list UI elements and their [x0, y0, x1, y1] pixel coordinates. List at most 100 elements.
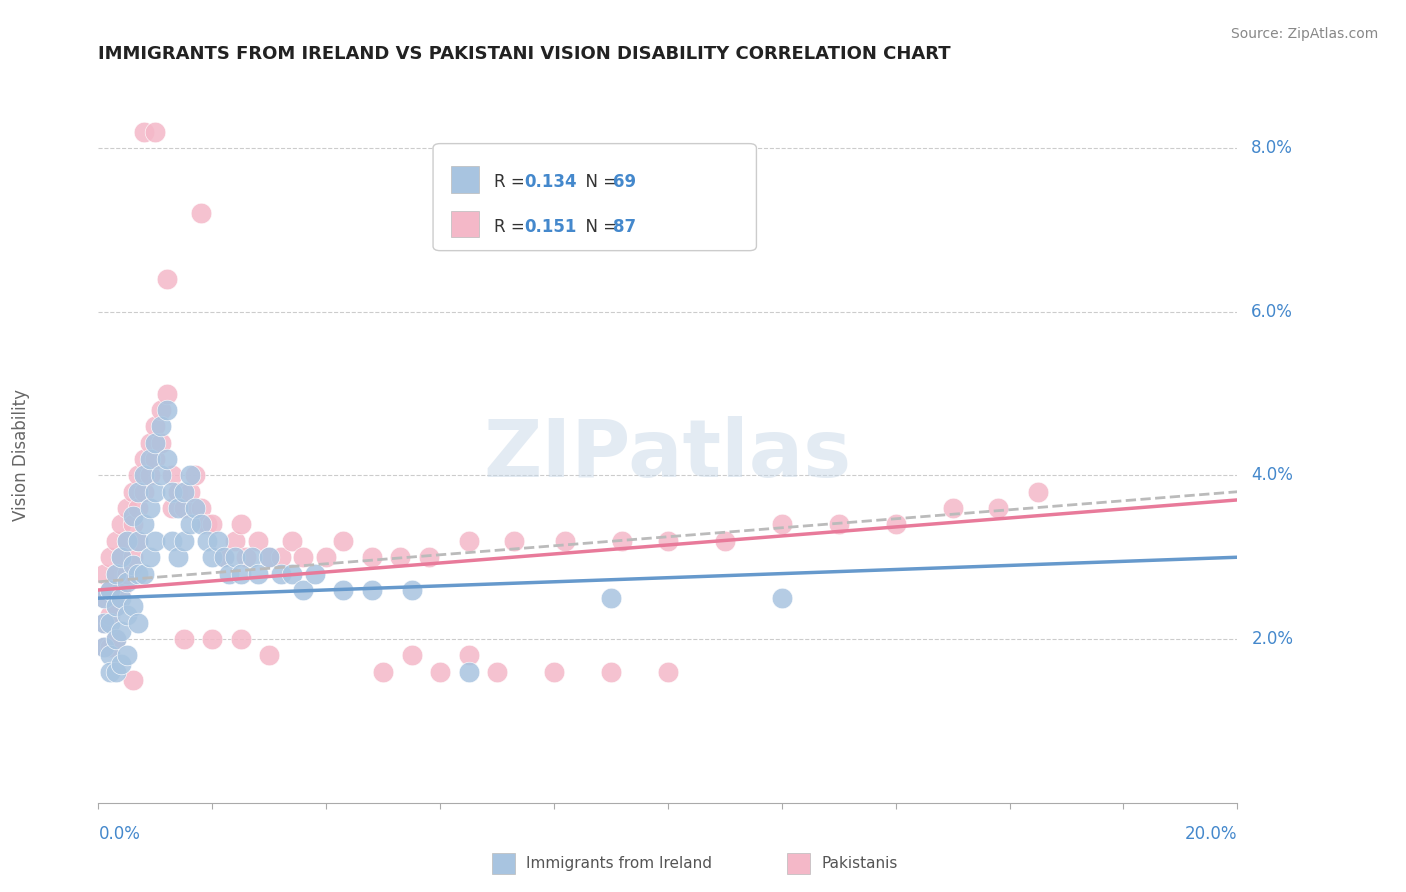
Point [121, 484, 143, 499]
Point [987, 501, 1010, 516]
Point [104, 599, 127, 614]
Point [503, 533, 526, 548]
Point [259, 550, 281, 565]
Point [360, 582, 382, 597]
Point [127, 533, 149, 548]
Text: R =: R = [494, 173, 530, 192]
Point [212, 550, 235, 565]
Point [184, 468, 207, 483]
Point [292, 582, 315, 597]
Point [770, 591, 793, 606]
Point [121, 599, 143, 614]
Point [93, 591, 115, 606]
Point [195, 517, 218, 532]
Point [121, 517, 143, 532]
Point [259, 648, 281, 663]
Point [110, 657, 132, 671]
Point [93, 566, 115, 581]
Point [229, 566, 252, 581]
Point [145, 435, 167, 450]
Point [115, 501, 138, 516]
Point [190, 206, 212, 220]
Point [259, 550, 281, 565]
Point [127, 615, 149, 630]
Point [104, 599, 127, 614]
Point [156, 403, 179, 417]
Point [150, 468, 173, 483]
Point [104, 566, 127, 581]
Point [115, 607, 138, 622]
Point [229, 517, 252, 532]
Point [93, 640, 115, 655]
Point [127, 484, 149, 499]
Text: Pakistanis: Pakistanis [821, 856, 897, 871]
Text: Vision Disability: Vision Disability [13, 389, 30, 521]
Point [110, 550, 132, 565]
Point [195, 533, 218, 548]
Point [173, 484, 195, 499]
Point [281, 566, 304, 581]
Point [145, 125, 167, 139]
Text: 8.0%: 8.0% [1251, 139, 1294, 157]
Text: 87: 87 [613, 218, 636, 235]
Point [93, 591, 115, 606]
Point [828, 517, 851, 532]
Point [218, 566, 240, 581]
Point [115, 533, 138, 548]
Point [332, 533, 354, 548]
Point [138, 435, 160, 450]
Point [612, 533, 634, 548]
Point [145, 533, 167, 548]
Point [110, 517, 132, 532]
Point [360, 550, 382, 565]
Point [138, 550, 160, 565]
Text: ZIPatlas: ZIPatlas [484, 416, 852, 494]
Point [138, 468, 160, 483]
Text: IMMIGRANTS FROM IRELAND VS PAKISTANI VISION DISABILITY CORRELATION CHART: IMMIGRANTS FROM IRELAND VS PAKISTANI VIS… [98, 45, 950, 62]
Text: 0.134: 0.134 [524, 173, 576, 192]
Point [167, 501, 190, 516]
Point [554, 533, 576, 548]
Point [110, 582, 132, 597]
Point [98, 665, 121, 679]
Point [184, 501, 207, 516]
Point [201, 517, 224, 532]
Text: 0.0%: 0.0% [98, 825, 141, 843]
Text: N =: N = [575, 173, 623, 192]
Point [942, 501, 965, 516]
Point [332, 582, 354, 597]
Point [418, 550, 440, 565]
Text: 69: 69 [613, 173, 636, 192]
Point [98, 582, 121, 597]
Point [173, 632, 195, 646]
Point [98, 550, 121, 565]
Point [600, 665, 623, 679]
Point [714, 533, 737, 548]
Point [104, 632, 127, 646]
Point [93, 615, 115, 630]
Point [98, 648, 121, 663]
Point [132, 566, 155, 581]
Point [138, 452, 160, 467]
Point [150, 403, 173, 417]
Point [145, 452, 167, 467]
Point [132, 468, 155, 483]
Point [162, 468, 184, 483]
Point [224, 533, 246, 548]
Point [110, 591, 132, 606]
Point [98, 582, 121, 597]
Point [162, 484, 184, 499]
Point [270, 566, 292, 581]
Point [270, 550, 292, 565]
Point [179, 517, 201, 532]
Point [657, 533, 679, 548]
Point [132, 517, 155, 532]
Point [190, 501, 212, 516]
Point [145, 419, 167, 434]
Point [121, 550, 143, 565]
Text: 4.0%: 4.0% [1251, 467, 1294, 484]
Point [457, 648, 479, 663]
Point [127, 468, 149, 483]
Point [156, 386, 179, 401]
Point [167, 550, 190, 565]
